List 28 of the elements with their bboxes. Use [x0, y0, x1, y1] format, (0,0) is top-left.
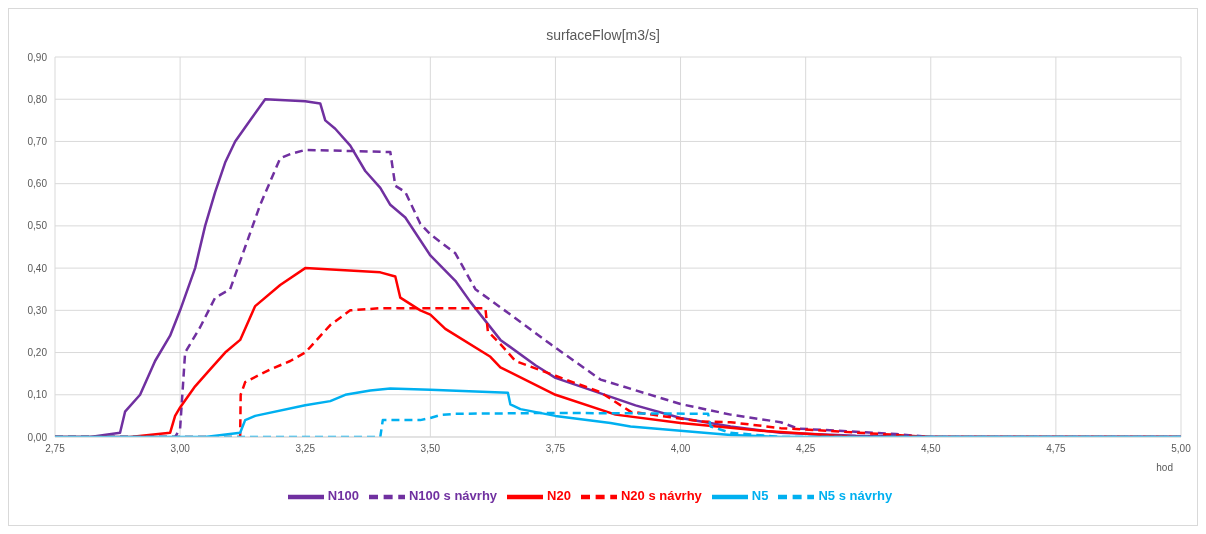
x-tick-label: 3,00	[170, 443, 191, 455]
y-tick-label: 0,50	[27, 220, 48, 232]
x-axis-title: hod	[1156, 462, 1173, 473]
legend-label: N5 s návrhy	[818, 488, 893, 504]
legend-label: N20	[547, 488, 571, 504]
y-tick-label: 0,70	[27, 135, 48, 147]
x-tick-label: 3,75	[545, 443, 566, 455]
y-tick-label: 0,90	[27, 51, 48, 63]
x-tick-label: 4,00	[670, 443, 691, 455]
legend-label: N100 s návrhy	[408, 488, 498, 504]
legend-label: N20 s návrhy	[620, 488, 702, 504]
legend-label: N5	[751, 488, 769, 504]
x-tick-label: 2,75	[45, 443, 66, 455]
y-tick-label: 0,20	[27, 347, 48, 359]
x-tick-label: 3,50	[420, 443, 441, 455]
y-tick-label: 0,40	[27, 262, 48, 274]
x-tick-label: 4,75	[1046, 443, 1067, 455]
chart-title: surfaceFlow[m3/s]	[545, 26, 661, 45]
y-tick-label: 0,60	[27, 178, 48, 190]
x-tick-label: 3,25	[295, 443, 316, 455]
x-tick-label: 5,00	[1171, 443, 1192, 455]
y-tick-label: 0,30	[27, 304, 48, 316]
x-tick-label: 4,50	[921, 443, 941, 455]
y-tick-label: 0,00	[27, 431, 48, 443]
legend-label: N100	[327, 488, 359, 504]
y-tick-label: 0,80	[27, 93, 48, 105]
y-tick-label: 0,10	[27, 389, 48, 401]
x-tick-label: 4,25	[795, 443, 816, 455]
